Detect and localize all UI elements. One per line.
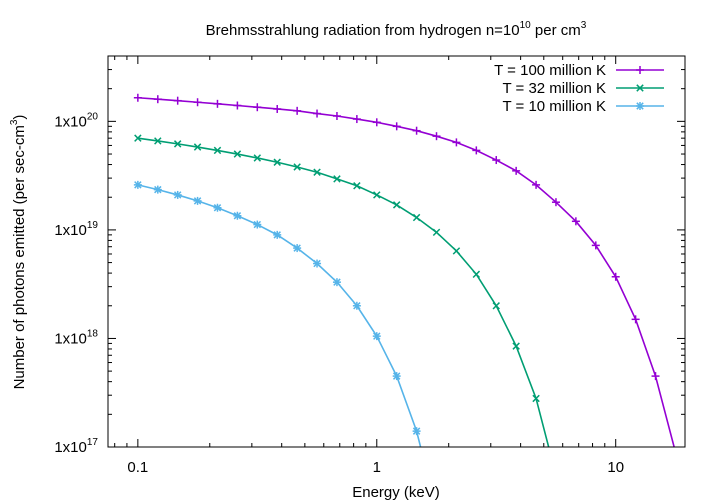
data-point <box>432 132 441 141</box>
data-point <box>412 213 421 222</box>
data-point <box>173 190 182 199</box>
data-point <box>154 137 162 145</box>
data-point <box>532 180 541 189</box>
data-point <box>452 138 461 147</box>
legend: T = 100 million KT = 32 million KT = 10 … <box>494 62 664 115</box>
series-layer <box>133 93 679 478</box>
data-point <box>452 247 461 255</box>
data-point <box>313 168 321 176</box>
data-point <box>193 143 202 151</box>
data-point <box>532 394 540 403</box>
data-point <box>512 166 521 175</box>
data-point <box>671 448 679 456</box>
data-point <box>352 115 361 124</box>
data-point <box>293 106 302 115</box>
data-point <box>293 244 302 253</box>
data-point <box>153 95 162 104</box>
data-point <box>253 220 262 229</box>
series-line-1 <box>137 96 675 447</box>
y-tick-label: 1x1018 <box>54 328 98 347</box>
data-point <box>134 134 142 142</box>
data-point <box>553 472 559 478</box>
axis-ticks: 0.1 1 10 1x1017 1x1018 1x1019 1x1020 <box>54 56 685 476</box>
data-point <box>233 150 242 158</box>
legend-entry-label: T = 100 million K <box>494 62 606 79</box>
data-point <box>213 203 222 212</box>
data-point <box>492 302 500 310</box>
series-line-2 <box>137 137 550 447</box>
data-point <box>273 230 282 239</box>
data-point <box>492 156 501 165</box>
data-point <box>591 241 600 250</box>
y-tick-label: 1x1019 <box>54 220 98 239</box>
y-tick-label: 1x1020 <box>54 111 98 130</box>
data-point <box>253 154 262 162</box>
data-point <box>133 93 142 102</box>
data-point <box>333 175 341 183</box>
legend-entry-label: T = 32 million K <box>502 80 606 97</box>
data-point <box>173 96 182 105</box>
data-point <box>432 228 441 237</box>
plot-frame <box>107 55 686 448</box>
x-tick-label: 0.1 <box>127 459 148 476</box>
data-point <box>273 104 282 113</box>
data-point <box>173 140 182 148</box>
data-point <box>551 198 560 207</box>
data-point <box>392 372 401 381</box>
data-point <box>332 278 341 287</box>
data-point <box>233 211 242 220</box>
data-point <box>651 372 660 381</box>
data-point <box>193 196 202 205</box>
data-point <box>253 103 262 112</box>
data-point <box>472 146 481 155</box>
x-tick-label: 1 <box>373 459 381 476</box>
x-axis-label: Energy (keV) <box>352 484 440 501</box>
data-point <box>313 259 322 268</box>
y-tick-label: 1x1017 <box>54 437 98 456</box>
data-point <box>571 217 580 226</box>
data-point <box>392 122 401 131</box>
y-axis-label: Number of photons emitted (per sec-cm3) <box>9 115 28 390</box>
data-point <box>153 185 162 194</box>
series-line-3 <box>137 184 422 447</box>
chart-title: Brehmsstrahlung radiation from hydrogen … <box>206 20 587 39</box>
data-point <box>193 98 202 107</box>
data-point <box>353 182 361 190</box>
data-point <box>372 118 381 127</box>
data-point <box>273 158 281 166</box>
data-point <box>352 301 361 310</box>
data-point <box>313 109 322 118</box>
data-point <box>332 112 341 121</box>
data-point <box>412 427 421 436</box>
data-point <box>512 342 520 350</box>
data-point <box>213 146 222 155</box>
data-point <box>611 272 620 281</box>
legend-entry-label: T = 10 million K <box>502 98 606 115</box>
data-point <box>233 101 242 110</box>
data-point <box>392 201 401 209</box>
data-point <box>631 315 640 324</box>
data-point <box>472 270 481 279</box>
x-tick-label: 10 <box>607 459 624 476</box>
data-point <box>372 332 381 341</box>
data-point <box>373 191 381 199</box>
data-point <box>213 99 222 108</box>
data-point <box>636 66 644 74</box>
data-point <box>636 102 644 110</box>
data-point <box>133 180 142 189</box>
data-point <box>412 126 421 135</box>
data-point <box>636 84 644 92</box>
data-point <box>293 163 301 171</box>
